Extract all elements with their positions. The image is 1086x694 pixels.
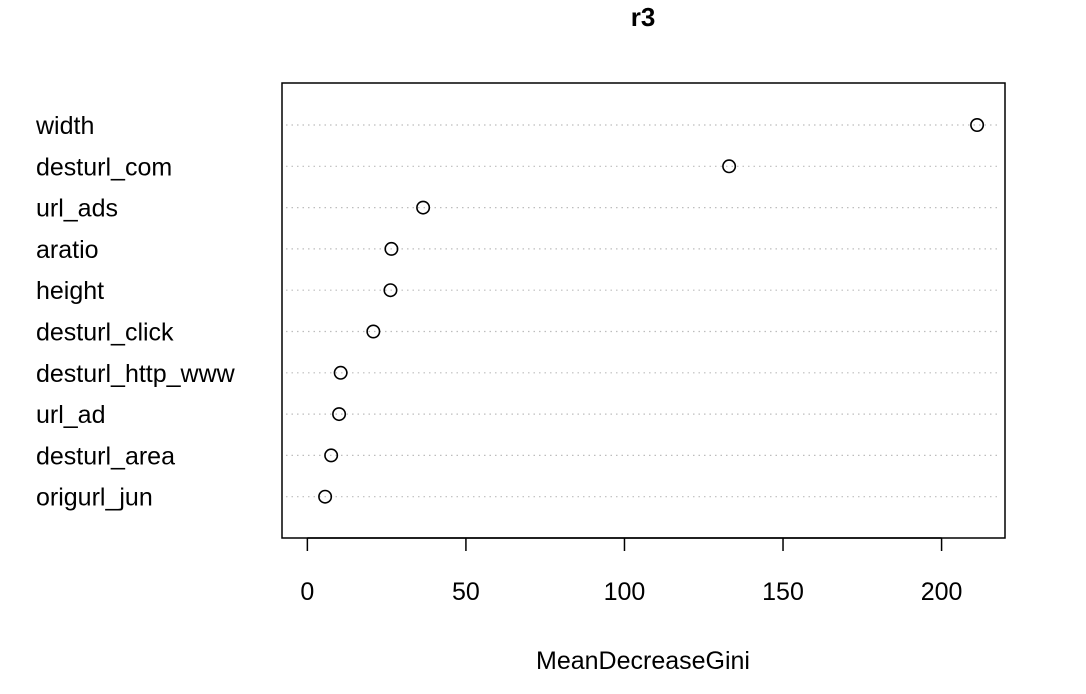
data-point xyxy=(332,407,347,422)
data-point xyxy=(366,324,381,339)
x-tick-label: 50 xyxy=(452,578,480,606)
category-label: desturl_click xyxy=(36,319,174,347)
category-label: origurl_jun xyxy=(36,484,153,512)
x-axis-label: MeanDecreaseGini xyxy=(536,647,750,675)
category-label: url_ad xyxy=(36,401,106,429)
chart-title: r3 xyxy=(631,2,656,32)
grid-lines xyxy=(286,124,1001,498)
category-label: desturl_http_www xyxy=(36,360,236,388)
category-label: desturl_area xyxy=(36,442,175,470)
x-tick-label: 200 xyxy=(921,578,963,606)
category-label: height xyxy=(36,277,104,305)
category-label: url_ads xyxy=(36,195,118,223)
data-point xyxy=(333,365,348,380)
data-point xyxy=(722,159,737,174)
x-tick-label: 150 xyxy=(762,578,804,606)
category-label: width xyxy=(35,112,94,140)
category-label: desturl_com xyxy=(36,153,172,181)
data-point xyxy=(970,118,985,133)
data-point xyxy=(416,200,431,215)
data-point xyxy=(324,448,339,463)
category-label: aratio xyxy=(36,236,99,264)
x-axis: 0 50 100 150 200 xyxy=(300,537,963,606)
x-tick-label: 0 xyxy=(300,578,314,606)
data-points xyxy=(318,118,985,504)
data-point xyxy=(318,489,333,504)
data-point xyxy=(383,283,398,298)
plot-frame xyxy=(281,82,1006,539)
x-tick-label: 100 xyxy=(604,578,646,606)
data-point xyxy=(384,241,399,256)
